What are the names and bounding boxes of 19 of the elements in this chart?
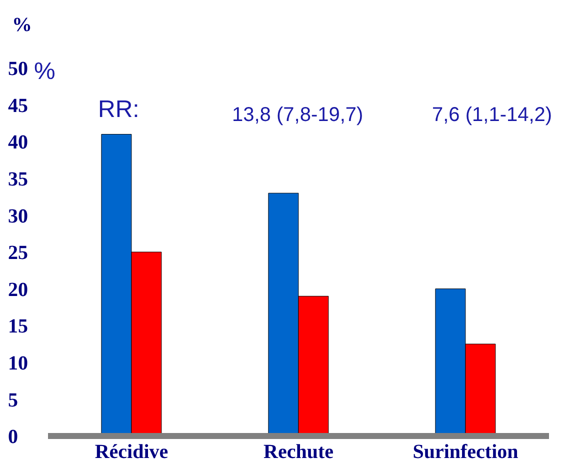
- annotation: RR:: [98, 96, 140, 124]
- y-tick-label: 0: [8, 426, 18, 448]
- x-tick-label: Rechute: [264, 441, 334, 464]
- y-tick-label: 25: [8, 242, 28, 264]
- x-tick-label: Récidive: [94, 441, 168, 464]
- x-tick-label: Surinfection: [412, 441, 518, 464]
- annotation: 7,6 (1,1-14,2): [432, 104, 552, 127]
- annotation: 13,8 (7,8-19,7): [232, 104, 364, 127]
- annotation: %: [34, 58, 56, 86]
- y-tick-label: 5: [8, 389, 18, 412]
- y-tick-label: 20: [8, 278, 28, 301]
- y-tick-label: 30: [8, 205, 28, 228]
- y-tick-label: 40: [8, 132, 28, 154]
- y-tick-label: 10: [8, 352, 28, 374]
- y-tick-label: 50: [8, 58, 28, 80]
- y-tick-label: 45: [8, 94, 28, 117]
- y-axis-title: %: [12, 14, 32, 37]
- y-tick-label: 35: [8, 168, 28, 190]
- y-tick-label: 15: [8, 316, 28, 338]
